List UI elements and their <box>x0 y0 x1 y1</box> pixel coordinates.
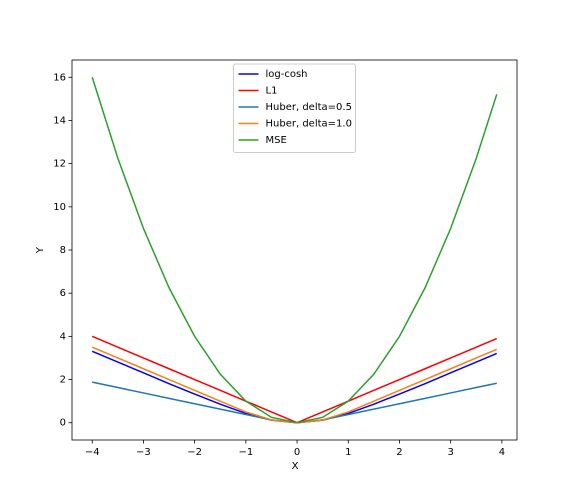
legend-label: L1 <box>266 86 278 97</box>
line-series <box>91 77 498 424</box>
x-tick-label: −3 <box>136 447 151 458</box>
x-tick-label: 0 <box>294 447 300 458</box>
x-axis-label: X <box>292 461 299 472</box>
y-axis-label: Y <box>35 246 46 254</box>
x-tick-label: −1 <box>238 447 253 458</box>
y-tick-label: 6 <box>60 288 66 299</box>
x-tick-label: −4 <box>85 447 100 458</box>
x-tick-label: −2 <box>187 447 202 458</box>
legend-label: MSE <box>266 135 287 146</box>
plot-frame <box>71 59 518 441</box>
y-tick-label: 10 <box>53 202 66 213</box>
y-tick-label: 0 <box>60 418 66 429</box>
legend-label: Huber, delta=1.0 <box>266 119 352 130</box>
legend-label: log-cosh <box>266 69 308 80</box>
legend-box <box>233 63 356 153</box>
y-tick-label: 2 <box>60 375 66 386</box>
y-tick-label: 4 <box>60 331 66 342</box>
y-tick-label: 12 <box>53 159 66 170</box>
x-tick-label: 4 <box>499 447 505 458</box>
y-tick-label: 14 <box>53 115 66 126</box>
x-tick-label: 1 <box>345 447 351 458</box>
x-tick-label: 2 <box>396 447 402 458</box>
y-tick-label: 8 <box>60 245 66 256</box>
x-tick-label: 3 <box>447 447 453 458</box>
legend-label: Huber, delta=0.5 <box>266 102 352 113</box>
y-tick-label: 16 <box>53 72 66 83</box>
